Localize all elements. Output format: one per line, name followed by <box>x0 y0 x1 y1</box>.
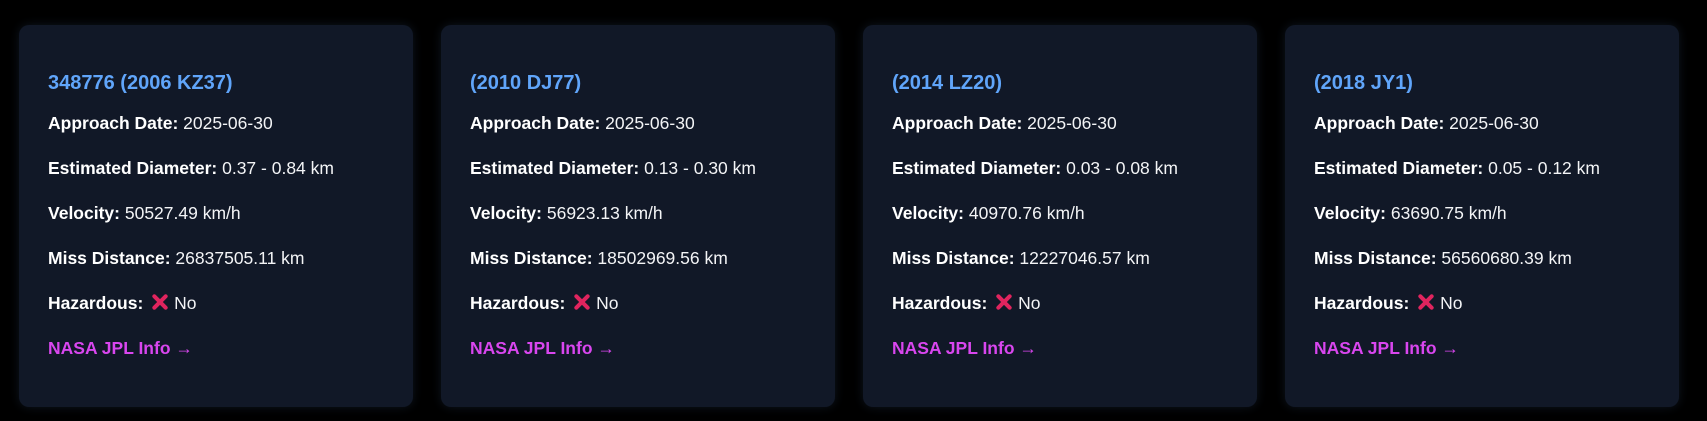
miss-distance-value: 56560680.39 km <box>1441 248 1572 268</box>
diameter-value: 0.13 - 0.30 km <box>644 158 756 178</box>
miss-distance-row: Miss Distance: 12227046.57 km <box>892 246 1229 270</box>
hazardous-value: No <box>174 293 197 313</box>
velocity-row: Velocity: 50527.49 km/h <box>48 201 385 225</box>
velocity-label: Velocity: <box>892 203 964 223</box>
miss-distance-label: Miss Distance: <box>1314 248 1437 268</box>
asteroid-card: (2014 LZ20) Approach Date: 2025-06-30 Es… <box>863 25 1257 407</box>
nasa-jpl-info-link[interactable]: NASA JPL Info → <box>470 338 615 358</box>
diameter-row: Estimated Diameter: 0.05 - 0.12 km <box>1314 156 1651 180</box>
asteroid-name: (2014 LZ20) <box>892 72 1003 94</box>
velocity-label: Velocity: <box>470 203 542 223</box>
diameter-value: 0.37 - 0.84 km <box>222 158 334 178</box>
hazardous-row: Hazardous: No <box>1314 291 1651 315</box>
approach-date-row: Approach Date: 2025-06-30 <box>48 111 385 135</box>
diameter-row: Estimated Diameter: 0.03 - 0.08 km <box>892 156 1229 180</box>
cross-mark-icon <box>994 292 1014 312</box>
hazardous-row: Hazardous: No <box>48 291 385 315</box>
diameter-label: Estimated Diameter: <box>48 158 218 178</box>
approach-date-label: Approach Date: <box>470 113 601 133</box>
miss-distance-row: Miss Distance: 18502969.56 km <box>470 246 807 270</box>
velocity-label: Velocity: <box>1314 203 1386 223</box>
diameter-row: Estimated Diameter: 0.13 - 0.30 km <box>470 156 807 180</box>
velocity-value: 50527.49 km/h <box>124 203 241 223</box>
hazardous-label: Hazardous: <box>470 293 566 313</box>
miss-distance-value: 18502969.56 km <box>597 248 728 268</box>
approach-date-label: Approach Date: <box>48 113 179 133</box>
hazardous-label: Hazardous: <box>892 293 988 313</box>
miss-distance-value: 12227046.57 km <box>1019 248 1150 268</box>
hazardous-value: No <box>1018 293 1041 313</box>
asteroid-card: (2018 JY1) Approach Date: 2025-06-30 Est… <box>1285 25 1679 407</box>
hazardous-value: No <box>1440 293 1463 313</box>
hazardous-row: Hazardous: No <box>892 291 1229 315</box>
diameter-label: Estimated Diameter: <box>1314 158 1484 178</box>
hazardous-row: Hazardous: No <box>470 291 807 315</box>
approach-date-value: 2025-06-30 <box>183 113 273 133</box>
asteroid-name: (2010 DJ77) <box>470 72 582 94</box>
velocity-value: 63690.75 km/h <box>1390 203 1507 223</box>
velocity-label: Velocity: <box>48 203 120 223</box>
cross-mark-icon <box>150 292 170 312</box>
hazardous-value: No <box>596 293 619 313</box>
cross-mark-icon <box>572 292 592 312</box>
miss-distance-label: Miss Distance: <box>892 248 1015 268</box>
asteroid-card-grid: 348776 (2006 KZ37) Approach Date: 2025-0… <box>0 0 1707 407</box>
diameter-row: Estimated Diameter: 0.37 - 0.84 km <box>48 156 385 180</box>
approach-date-value: 2025-06-30 <box>1449 113 1539 133</box>
hazardous-label: Hazardous: <box>1314 293 1410 313</box>
velocity-value: 56923.13 km/h <box>546 203 663 223</box>
miss-distance-label: Miss Distance: <box>48 248 171 268</box>
nasa-jpl-info-link[interactable]: NASA JPL Info → <box>48 338 193 358</box>
cross-mark-icon <box>1416 292 1436 312</box>
miss-distance-value: 26837505.11 km <box>175 248 305 268</box>
diameter-label: Estimated Diameter: <box>892 158 1062 178</box>
approach-date-row: Approach Date: 2025-06-30 <box>892 111 1229 135</box>
asteroid-name: 348776 (2006 KZ37) <box>48 72 233 94</box>
approach-date-value: 2025-06-30 <box>605 113 695 133</box>
miss-distance-row: Miss Distance: 26837505.11 km <box>48 246 385 270</box>
asteroid-name: (2018 JY1) <box>1314 72 1413 94</box>
nasa-jpl-info-link[interactable]: NASA JPL Info → <box>1314 338 1459 358</box>
asteroid-card: (2010 DJ77) Approach Date: 2025-06-30 Es… <box>441 25 835 407</box>
velocity-row: Velocity: 40970.76 km/h <box>892 201 1229 225</box>
velocity-row: Velocity: 63690.75 km/h <box>1314 201 1651 225</box>
approach-date-label: Approach Date: <box>1314 113 1445 133</box>
hazardous-label: Hazardous: <box>48 293 144 313</box>
approach-date-value: 2025-06-30 <box>1027 113 1117 133</box>
approach-date-row: Approach Date: 2025-06-30 <box>1314 111 1651 135</box>
diameter-label: Estimated Diameter: <box>470 158 640 178</box>
miss-distance-row: Miss Distance: 56560680.39 km <box>1314 246 1651 270</box>
approach-date-row: Approach Date: 2025-06-30 <box>470 111 807 135</box>
diameter-value: 0.05 - 0.12 km <box>1488 158 1600 178</box>
miss-distance-label: Miss Distance: <box>470 248 593 268</box>
diameter-value: 0.03 - 0.08 km <box>1066 158 1178 178</box>
asteroid-card: 348776 (2006 KZ37) Approach Date: 2025-0… <box>19 25 413 407</box>
velocity-row: Velocity: 56923.13 km/h <box>470 201 807 225</box>
nasa-jpl-info-link[interactable]: NASA JPL Info → <box>892 338 1037 358</box>
approach-date-label: Approach Date: <box>892 113 1023 133</box>
velocity-value: 40970.76 km/h <box>968 203 1085 223</box>
